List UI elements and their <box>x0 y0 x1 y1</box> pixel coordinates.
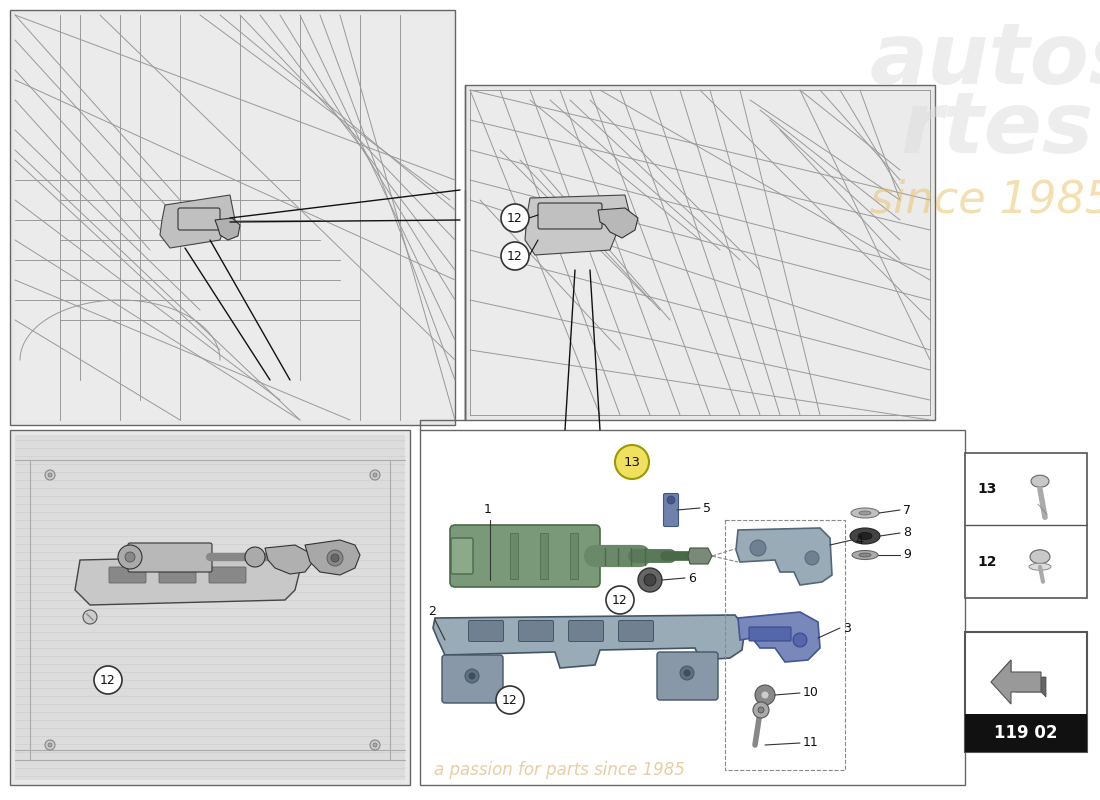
FancyBboxPatch shape <box>450 525 600 587</box>
FancyBboxPatch shape <box>540 533 548 579</box>
FancyBboxPatch shape <box>209 567 246 583</box>
Circle shape <box>615 445 649 479</box>
Polygon shape <box>525 195 630 255</box>
Text: 12: 12 <box>977 554 997 569</box>
Circle shape <box>327 550 343 566</box>
Text: 4: 4 <box>855 534 862 546</box>
Circle shape <box>125 552 135 562</box>
FancyBboxPatch shape <box>469 621 504 642</box>
Circle shape <box>48 743 52 747</box>
Ellipse shape <box>852 550 878 559</box>
Circle shape <box>373 473 377 477</box>
Text: 10: 10 <box>803 686 818 699</box>
Polygon shape <box>214 218 240 240</box>
Ellipse shape <box>1031 475 1049 487</box>
Circle shape <box>94 666 122 694</box>
FancyBboxPatch shape <box>109 567 146 583</box>
Circle shape <box>469 673 475 679</box>
Circle shape <box>373 743 377 747</box>
Circle shape <box>805 551 820 565</box>
Polygon shape <box>738 612 820 662</box>
Circle shape <box>465 669 478 683</box>
Polygon shape <box>688 548 712 564</box>
FancyBboxPatch shape <box>570 533 578 579</box>
Polygon shape <box>991 660 1041 704</box>
Text: 2: 2 <box>428 605 436 618</box>
Text: 12: 12 <box>507 211 522 225</box>
Ellipse shape <box>850 528 880 544</box>
Ellipse shape <box>858 533 872 539</box>
Circle shape <box>45 740 55 750</box>
Circle shape <box>331 554 339 562</box>
FancyBboxPatch shape <box>657 652 718 700</box>
Ellipse shape <box>1028 563 1050 570</box>
FancyBboxPatch shape <box>569 621 604 642</box>
Circle shape <box>750 540 766 556</box>
FancyBboxPatch shape <box>451 538 473 574</box>
FancyBboxPatch shape <box>10 10 455 425</box>
Circle shape <box>606 586 634 614</box>
Text: 7: 7 <box>903 503 911 517</box>
Ellipse shape <box>859 511 871 515</box>
Polygon shape <box>1016 677 1046 697</box>
FancyBboxPatch shape <box>420 430 965 785</box>
Circle shape <box>500 242 529 270</box>
FancyBboxPatch shape <box>965 632 1087 752</box>
FancyBboxPatch shape <box>160 567 196 583</box>
Text: 12: 12 <box>507 250 522 262</box>
Circle shape <box>370 740 379 750</box>
Circle shape <box>82 610 97 624</box>
Text: 8: 8 <box>903 526 911 539</box>
FancyBboxPatch shape <box>128 543 212 572</box>
Text: 1: 1 <box>484 503 492 516</box>
Circle shape <box>644 574 656 586</box>
Text: rtes: rtes <box>900 89 1093 171</box>
Circle shape <box>667 496 675 504</box>
FancyBboxPatch shape <box>518 621 553 642</box>
Circle shape <box>761 691 769 699</box>
Polygon shape <box>265 545 312 574</box>
FancyBboxPatch shape <box>618 621 653 642</box>
FancyBboxPatch shape <box>465 85 935 420</box>
Text: 5: 5 <box>703 502 711 514</box>
FancyBboxPatch shape <box>178 208 220 230</box>
FancyBboxPatch shape <box>965 453 1087 598</box>
Circle shape <box>118 545 142 569</box>
Polygon shape <box>736 528 832 585</box>
Circle shape <box>370 470 379 480</box>
Polygon shape <box>991 660 1011 687</box>
Ellipse shape <box>859 553 871 557</box>
Text: 11: 11 <box>803 737 818 750</box>
Circle shape <box>755 685 775 705</box>
Circle shape <box>684 670 690 676</box>
Text: 6: 6 <box>688 571 696 585</box>
Circle shape <box>245 547 265 567</box>
FancyBboxPatch shape <box>965 714 1087 752</box>
Polygon shape <box>598 208 638 238</box>
FancyBboxPatch shape <box>15 435 405 780</box>
Text: 12: 12 <box>100 674 116 686</box>
FancyBboxPatch shape <box>442 655 503 703</box>
Text: a passion for parts since 1985: a passion for parts since 1985 <box>434 761 685 779</box>
Circle shape <box>638 568 662 592</box>
Polygon shape <box>433 615 745 668</box>
Circle shape <box>758 707 764 713</box>
FancyBboxPatch shape <box>749 627 791 641</box>
FancyBboxPatch shape <box>15 15 450 420</box>
Text: 13: 13 <box>977 482 997 496</box>
FancyBboxPatch shape <box>10 430 410 785</box>
Text: 12: 12 <box>502 694 518 706</box>
FancyBboxPatch shape <box>510 533 518 579</box>
Circle shape <box>48 473 52 477</box>
Text: 3: 3 <box>843 622 851 634</box>
Circle shape <box>754 702 769 718</box>
Circle shape <box>496 686 524 714</box>
Circle shape <box>500 204 529 232</box>
FancyBboxPatch shape <box>538 203 602 229</box>
FancyBboxPatch shape <box>470 90 930 415</box>
Circle shape <box>45 470 55 480</box>
Text: 12: 12 <box>612 594 628 606</box>
Text: 119 02: 119 02 <box>994 724 1058 742</box>
Text: since 1985: since 1985 <box>870 178 1100 222</box>
